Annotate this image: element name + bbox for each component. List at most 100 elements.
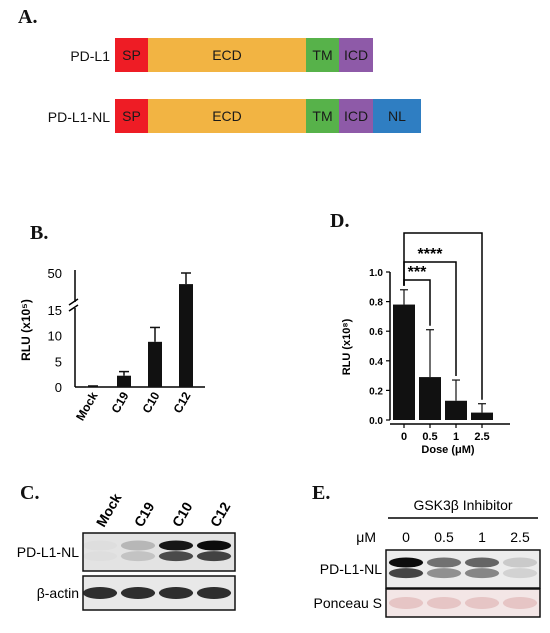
band bbox=[426, 557, 462, 568]
band bbox=[388, 568, 424, 579]
panel-label-e: E. bbox=[312, 482, 331, 504]
band bbox=[83, 541, 117, 551]
domain-tm: TM bbox=[306, 99, 339, 133]
domain-sp: SP bbox=[115, 38, 148, 72]
domain-nl: NL bbox=[373, 99, 421, 133]
band bbox=[120, 587, 156, 599]
domain-ecd: ECD bbox=[148, 99, 306, 133]
lane-label: 0 bbox=[402, 529, 410, 545]
lane-label: C10 bbox=[169, 499, 196, 529]
construct-pdl1-nl: SP ECD TM ICD NL bbox=[115, 99, 421, 133]
y-tick-label: 50 bbox=[48, 266, 62, 281]
band bbox=[158, 551, 194, 562]
band bbox=[464, 557, 500, 568]
band bbox=[502, 568, 538, 579]
y-tick-label: 1.0 bbox=[369, 268, 383, 279]
inhibitor-header: GSK3β Inhibitor bbox=[413, 497, 512, 513]
band bbox=[502, 597, 538, 609]
bar-mock bbox=[86, 386, 100, 388]
y-axis-label: RLU (x10⁵) bbox=[19, 299, 33, 361]
band bbox=[82, 587, 118, 599]
band bbox=[158, 587, 194, 599]
lane-label: 0.5 bbox=[434, 529, 454, 545]
x-tick-label: Mock bbox=[73, 389, 101, 423]
panel-label-a: A. bbox=[18, 6, 38, 28]
band bbox=[120, 551, 156, 562]
chart-d-plot: 0.0 0.2 0.4 0.6 0.8 1.0 RLU (x10⁸) 0 0.5 1 2.5Dose… bbox=[341, 225, 510, 456]
band bbox=[502, 557, 538, 568]
panel-label-b: B. bbox=[30, 222, 49, 244]
x-tick-label: 2.5 bbox=[474, 431, 489, 443]
x-tick-label: C19 bbox=[108, 389, 131, 415]
panel-c-blot: Mock C19 C10 C12 PD-L1-NL β-actin bbox=[17, 490, 236, 611]
significance-label: **** bbox=[431, 225, 457, 234]
construct-pdl1: SP ECD TM ICD bbox=[115, 38, 373, 72]
band bbox=[388, 597, 424, 609]
domain-icd: ICD bbox=[339, 38, 373, 72]
band bbox=[120, 540, 156, 551]
y-tick-label: 0.6 bbox=[369, 327, 383, 338]
band bbox=[196, 540, 232, 551]
x-tick-label: C12 bbox=[170, 389, 193, 415]
panel-label-c: C. bbox=[20, 482, 40, 504]
y-tick-label: 10 bbox=[48, 329, 62, 344]
lane-label: C19 bbox=[131, 499, 158, 529]
x-axis-label: Dose (μM) bbox=[421, 444, 475, 456]
row-label: β-actin bbox=[37, 585, 79, 601]
y-tick-label: 0.4 bbox=[369, 357, 383, 368]
row-label: Ponceau S bbox=[314, 595, 383, 611]
panel-d-chart: 0.0 0.2 0.4 0.6 0.8 1.0 RLU (x10⁸) 0 0.5 1 2.5Dose… bbox=[341, 225, 510, 456]
construct-name-pdl1-nl: PD-L1-NL bbox=[47, 109, 110, 125]
band bbox=[196, 587, 232, 599]
significance-label: *** bbox=[408, 264, 427, 281]
lane-label: 2.5 bbox=[510, 529, 530, 545]
axis-break-mark bbox=[68, 298, 79, 306]
band bbox=[426, 597, 462, 609]
bar-dose-1 bbox=[445, 400, 467, 420]
x-tick-label: 0 bbox=[401, 431, 407, 443]
bar-dose-0-5 bbox=[419, 377, 441, 420]
y-tick-label: 15 bbox=[48, 303, 62, 318]
blot-c-content: Mock C19 C10 C12 PD-L1-NL β-actin bbox=[17, 490, 236, 611]
unit-label: μM bbox=[356, 529, 376, 545]
y-tick-label: 0 bbox=[55, 380, 62, 395]
bar-c10 bbox=[148, 341, 162, 387]
y-axis-label: RLU (x10⁸) bbox=[341, 318, 353, 375]
blot-e-content: 0 0.5 1 2.5 PD-L1-NL Ponceau S GSK3β Inhibitor… bbox=[314, 497, 541, 618]
bar-c19 bbox=[117, 375, 131, 387]
band bbox=[426, 568, 462, 579]
bar-dose-2-5 bbox=[471, 412, 493, 420]
lane-label: C12 bbox=[207, 499, 234, 529]
lane-label: Mock bbox=[93, 490, 125, 529]
lane-label: 1 bbox=[478, 529, 486, 545]
construct-name-pdl1: PD-L1 bbox=[70, 48, 110, 64]
chart-b-plot: 0 5 10 15 50 RLU (x10⁵) Mock C19 C10 C12 bbox=[19, 266, 205, 423]
band bbox=[158, 540, 194, 551]
significance-bracket bbox=[403, 232, 483, 400]
y-tick-label: 0.2 bbox=[369, 386, 383, 397]
band bbox=[196, 551, 232, 562]
band bbox=[83, 551, 117, 561]
x-tick-label: C10 bbox=[139, 389, 162, 415]
bar-dose-0 bbox=[393, 304, 415, 420]
axis-break-mark bbox=[68, 304, 79, 312]
domain-icd: ICD bbox=[339, 99, 373, 133]
significance-label: **** bbox=[418, 246, 444, 263]
panel-e-blot: 0 0.5 1 2.5 PD-L1-NL Ponceau S GSK3β Inhibitor… bbox=[314, 497, 541, 618]
row-label: PD-L1-NL bbox=[17, 544, 79, 560]
y-tick-label: 0.8 bbox=[369, 298, 383, 309]
row-label: PD-L1-NL bbox=[320, 561, 382, 577]
band bbox=[388, 557, 424, 568]
domain-sp: SP bbox=[115, 99, 148, 133]
x-tick-label: 1 bbox=[453, 431, 459, 443]
band bbox=[464, 568, 500, 579]
panel-b-chart: 0 5 10 15 50 RLU (x10⁵) Mock C19 C10 C12 bbox=[19, 266, 205, 423]
bar-c12 bbox=[179, 284, 193, 387]
y-tick-label: 5 bbox=[55, 354, 62, 369]
y-tick-label: 0.0 bbox=[369, 416, 383, 427]
x-tick-label: 0.5 bbox=[422, 431, 437, 443]
domain-tm: TM bbox=[306, 38, 339, 72]
panel-label-d: D. bbox=[330, 210, 350, 232]
band bbox=[464, 597, 500, 609]
domain-ecd: ECD bbox=[148, 38, 306, 72]
